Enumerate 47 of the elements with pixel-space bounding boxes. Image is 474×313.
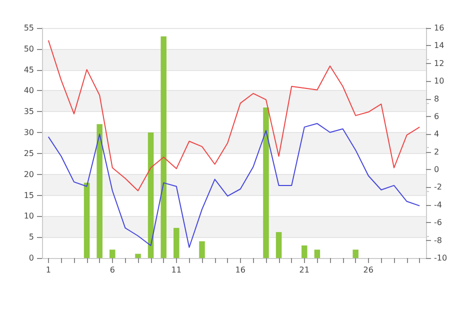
y2-tick-label: -4 [434,200,442,210]
y-tick-label: 5 [28,232,34,242]
y-tick-label: 15 [24,190,34,200]
y2-tick-label: 6 [434,112,440,121]
y2-tick-label: 2 [434,147,440,156]
bar [276,232,282,258]
x-tick-label: 1 [46,266,51,274]
x-tick-label: 6 [110,266,115,274]
x-tick-label: 21 [299,266,310,274]
y2-tick-label: 10 [434,76,444,86]
y-tick-label: 25 [24,148,34,158]
y-tick-label: 30 [24,128,34,138]
x-tick-label: 26 [363,266,374,274]
bar [148,132,154,258]
y-tick-label: 40 [24,86,34,96]
bar [160,36,166,258]
y2-tick-label: 8 [434,94,440,104]
y2-tick-label: -10 [434,254,448,262]
y2-tick-label: 12 [434,58,444,68]
bar [135,254,141,258]
y-tick-label: 50 [24,44,34,54]
bar [84,182,90,258]
y-tick-label: 55 [24,24,34,32]
bar [110,250,116,258]
bar [96,124,102,258]
y-tick-label: 35 [24,107,34,116]
y-tick-label: 0 [28,254,34,262]
y2-tick-label: 0 [434,165,440,174]
bar [302,245,308,258]
line-series [48,40,420,192]
y-tick-label: 45 [24,65,34,74]
y2-tick-label: -8 [434,236,442,245]
bar [263,107,269,258]
y2-tick-label: -2 [434,182,442,192]
y-tick-label: 10 [24,212,34,221]
x-tick-label: 16 [235,266,246,274]
y2-tick-label: 16 [434,24,444,32]
line-series [48,123,420,248]
bar [352,250,358,258]
y2-tick-label: -6 [434,218,442,228]
bar [199,241,205,258]
x-tick-label: 11 [171,266,182,274]
bar [174,228,180,258]
y-tick-label: 20 [24,170,34,179]
y2-tick-label: 4 [434,130,440,139]
y2-tick-label: 14 [434,41,444,50]
bar [314,250,320,258]
